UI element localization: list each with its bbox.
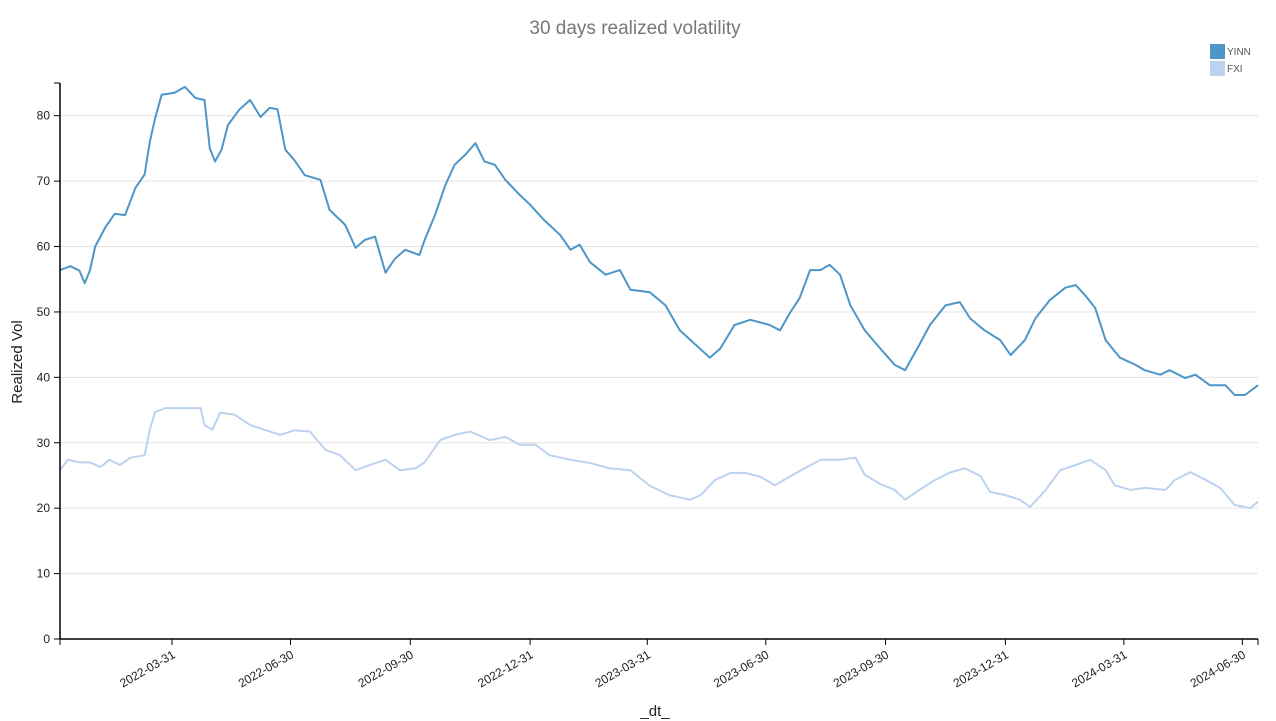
y-tick-label: 80 xyxy=(37,109,51,123)
series-lines xyxy=(59,85,1259,510)
x-tick-label: 2023-03-31 xyxy=(593,647,653,690)
axes: 0 10 20 30 40 50 60 70 80 2022-03-31 2022-06-30 202… xyxy=(37,82,1259,690)
legend: YINN FXI xyxy=(1210,44,1251,76)
chart-title: 30 days realized volatility xyxy=(529,18,741,39)
legend-label: YINN xyxy=(1227,47,1251,58)
series-line-fxi xyxy=(59,407,1259,510)
x-tick-label: 2022-06-30 xyxy=(236,647,296,690)
y-tick-label: 40 xyxy=(37,370,51,384)
x-tick-label: 2024-06-30 xyxy=(1188,647,1248,690)
y-tick-label: 10 xyxy=(37,567,51,581)
legend-swatch-yinn xyxy=(1210,44,1225,59)
legend-label: FXI xyxy=(1227,64,1243,75)
y-tick-label: 60 xyxy=(37,240,51,254)
y-tick-label: 20 xyxy=(37,501,51,515)
x-tick-label: 2022-09-30 xyxy=(356,647,416,690)
x-tick-label: 2024-03-31 xyxy=(1069,647,1129,690)
gridlines xyxy=(60,115,1258,575)
x-axis-label: _dt_ xyxy=(639,703,670,720)
x-tick-label: 2023-12-31 xyxy=(951,647,1011,690)
y-tick-label: 50 xyxy=(37,305,51,319)
x-tick-label: 2023-06-30 xyxy=(711,647,771,690)
legend-swatch-fxi xyxy=(1210,61,1225,76)
y-tick-label: 0 xyxy=(43,632,50,646)
x-tick-label: 2023-09-30 xyxy=(831,647,891,690)
x-tick-label: 2022-12-31 xyxy=(475,647,535,690)
y-tick-label: 70 xyxy=(37,174,51,188)
y-tick-label: 30 xyxy=(37,436,51,450)
y-axis-label: Realized Vol xyxy=(9,320,26,403)
x-tick-label: 2022-03-31 xyxy=(117,647,177,690)
series-line-yinn xyxy=(59,85,1259,396)
